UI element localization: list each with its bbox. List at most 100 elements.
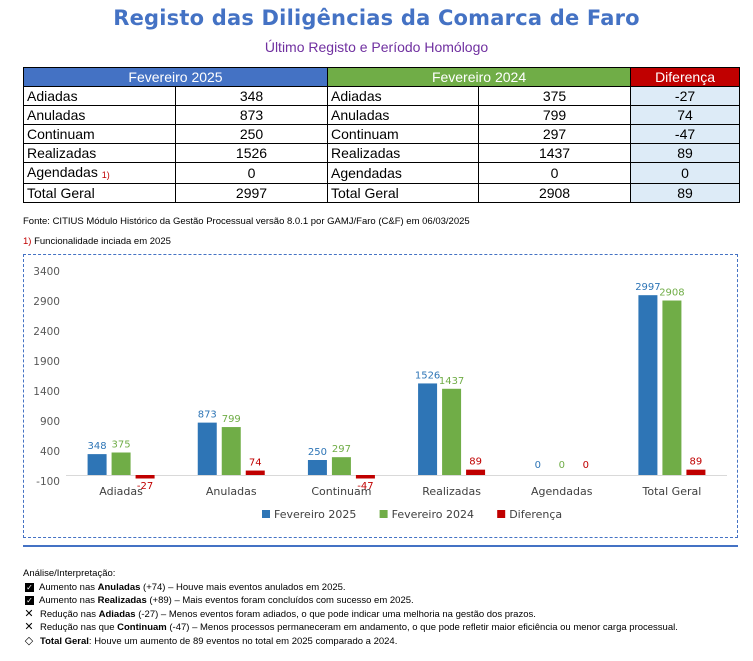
legend-label: Fevereiro 2025 (274, 508, 356, 521)
analysis-keyword: Adiadas (98, 608, 136, 620)
analysis-section: Análise/Interpretação: ✓ Aumento nas Anul… (23, 567, 678, 648)
table-row: Anuladas 873 Anuladas 799 74 (23, 105, 741, 125)
row-label-2024: Anuladas (327, 105, 480, 125)
data-label: 2997 (635, 282, 660, 293)
category-label: Realizadas (422, 485, 481, 498)
row-label-2024: Total Geral (327, 183, 480, 203)
analysis-keyword: Total Geral (40, 635, 89, 647)
value-difference: 89 (630, 143, 741, 163)
analysis-text: Redução nas (40, 608, 99, 620)
data-label: 2908 (659, 288, 684, 299)
row-label-text: Anuladas (27, 107, 86, 123)
value-2024: 1437 (478, 143, 632, 163)
row-label-2025: Continuam (23, 124, 176, 144)
bar-fevereiro-2024 (442, 388, 462, 475)
divider (23, 545, 738, 547)
data-label: 348 (88, 441, 107, 452)
cross-icon: ✕ (24, 621, 34, 633)
check-box-icon: ✓ (25, 582, 34, 592)
bar-fevereiro-2025 (87, 454, 107, 475)
value-2025: 2997 (174, 183, 329, 203)
check-box-icon: ✓ (25, 596, 34, 606)
chart-container: -100 400 900 1400 1900 2400 2900 3400 348 375 -27 A… (23, 254, 738, 538)
category-label: Agendadas (531, 485, 593, 498)
value-2025: 348 (174, 86, 329, 106)
y-tick-label: 2400 (33, 326, 60, 338)
bar-diferença (686, 469, 706, 475)
footnote: 1) Funcionalidade inciada em 2025 (23, 236, 171, 247)
row-label-2024: Agendadas (327, 162, 480, 184)
bar-fevereiro-2025 (638, 295, 658, 475)
bar-fevereiro-2024 (221, 427, 241, 475)
table-header-row: Fevereiro 2025 Fevereiro 2024 Diferença (22, 67, 741, 87)
diamond-icon: ◇ (24, 634, 34, 647)
y-tick-label: 900 (40, 416, 60, 428)
comparison-table: Fevereiro 2025 Fevereiro 2024 Diferença … (22, 67, 741, 203)
row-label-2024: Continuam (327, 124, 480, 144)
category-label: Continuam (311, 485, 371, 498)
header-feb-2025: Fevereiro 2025 (22, 67, 329, 87)
category-label: Adiadas (99, 485, 143, 498)
data-label: 89 (469, 457, 482, 468)
data-label: 0 (535, 460, 541, 471)
value-difference: 0 (630, 162, 741, 184)
row-label-text: Continuam (27, 126, 95, 142)
value-difference: 89 (630, 183, 741, 203)
y-tick-label: 1900 (33, 356, 60, 368)
table-row: Continuam 250 Continuam 297 -47 (23, 124, 741, 144)
analysis-keyword: Realizadas (97, 595, 147, 606)
y-tick-label: -100 (36, 476, 60, 488)
header-difference: Diferença (630, 67, 741, 87)
data-label: 375 (112, 440, 131, 451)
analysis-item: ✓ Aumento nas Realizadas (+89) – Mais eve… (23, 594, 678, 608)
value-2024: 297 (478, 124, 632, 144)
row-label-2025: Realizadas (23, 143, 176, 163)
bar-fevereiro-2024 (662, 300, 682, 475)
bar-fevereiro-2024 (331, 457, 351, 475)
table-row: Agendadas 1) 0 Agendadas 0 0 (23, 162, 741, 184)
data-label: 89 (690, 457, 703, 468)
bar-diferença (245, 470, 265, 475)
bar-fevereiro-2024 (111, 452, 131, 475)
row-label-2025: Anuladas (23, 105, 176, 125)
analysis-text: Aumento nas (39, 581, 98, 593)
table-row: Total Geral 2997 Total Geral 2908 89 (23, 183, 741, 203)
value-2024: 799 (478, 105, 632, 125)
table-row: Realizadas 1526 Realizadas 1437 89 (23, 143, 741, 163)
analysis-item: ✕ Redução nas que Continuam (-47) – Menos… (23, 621, 678, 635)
analysis-item: ✓ Aumento nas Anuladas (+74) – Houve mais… (23, 581, 678, 595)
data-label: -47 (357, 481, 373, 492)
data-label: 0 (583, 460, 589, 471)
analysis-text: Redução nas que (40, 622, 118, 633)
value-2024: 0 (478, 162, 632, 184)
bar-diferença (355, 475, 375, 479)
value-difference: -27 (630, 86, 741, 106)
value-2025: 873 (174, 105, 329, 125)
category-label: Total Geral (642, 485, 702, 498)
analysis-text: : Houve um aumento de 89 eventos no tota… (88, 635, 398, 647)
analysis-item: ◇ Total Geral: Houve um aumento de 89 eve… (23, 635, 678, 649)
row-label-2025: Agendadas 1) (23, 162, 176, 184)
value-2025: 0 (174, 162, 329, 184)
data-label: 799 (222, 414, 241, 425)
analysis-keyword: Anuladas (97, 581, 141, 593)
value-2025: 250 (174, 124, 329, 144)
data-label: 1526 (415, 370, 440, 381)
data-label: 250 (308, 447, 327, 458)
row-label-2025: Adiadas (23, 86, 176, 106)
row-label-text: Agendadas (27, 164, 98, 180)
row-label-2024: Realizadas (327, 143, 480, 163)
legend-label: Fevereiro 2024 (392, 508, 474, 521)
row-label-2024: Adiadas (327, 86, 480, 106)
bar-diferença (135, 475, 155, 479)
source-note: Fonte: CITIUS Módulo Histórico da Gestão… (23, 216, 470, 227)
table-row: Adiadas 348 Adiadas 375 -27 (23, 86, 741, 106)
analysis-text: (+74) – Houve mais eventos anulados em 2… (140, 581, 346, 593)
value-2024: 2908 (478, 183, 632, 203)
row-note: 1) (101, 170, 110, 180)
value-difference: -47 (630, 124, 741, 144)
bar-fevereiro-2025 (197, 422, 217, 475)
analysis-heading: Análise/Interpretação: (23, 568, 116, 579)
analysis-text: (-27) – Menos eventos foram adiados, o q… (135, 608, 536, 620)
